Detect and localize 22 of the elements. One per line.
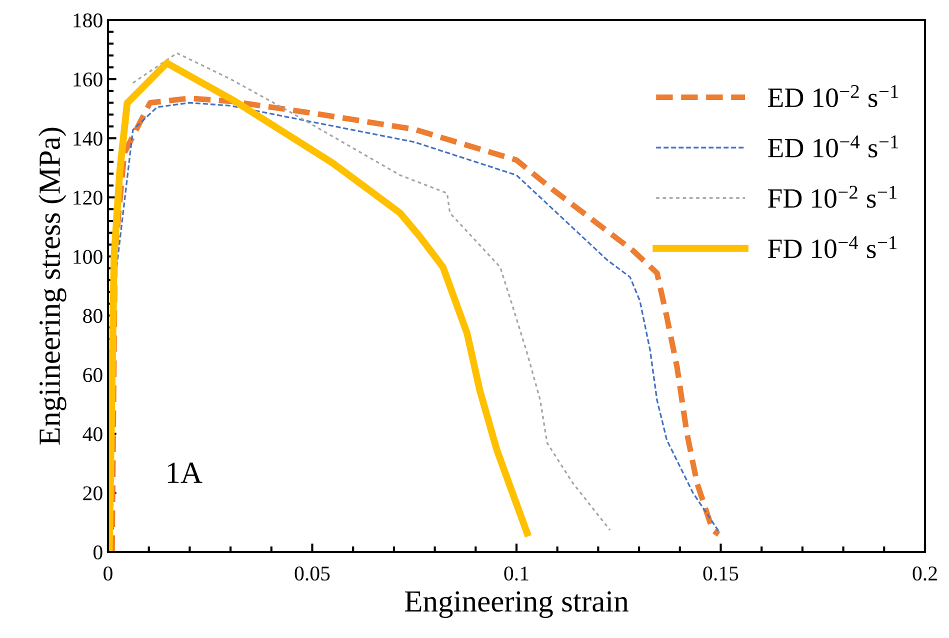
x-tick-label: 0.1 — [504, 566, 528, 581]
legend-label: ED 10$^{−4}$ s$^{−1}$ — [768, 135, 898, 158]
y-tick-label: 40 — [82, 427, 102, 442]
x-tick-label: 0.05 — [294, 566, 330, 581]
x-tick-label: 0.15 — [703, 566, 738, 581]
y-tick-label: 80 — [83, 308, 102, 323]
legend-label: ED 10$^{−2}$ s$^{−1}$ — [768, 85, 898, 108]
y-tick-label: 20 — [83, 486, 102, 500]
y-tick-label: 0 — [94, 545, 102, 560]
annotation: 1A — [168, 462, 202, 483]
y-tick-label: 120 — [74, 190, 102, 205]
y-tick-label: 180 — [74, 13, 102, 28]
y-axis-title: Engiineering stress (MPa) — [38, 128, 66, 445]
legend-label: FD 10$^{−4}$ s$^{−1}$ — [768, 236, 896, 258]
x-tick-label: 0 — [104, 566, 112, 581]
y-tick-label: 60 — [83, 368, 102, 382]
legend-label: FD 10$^{−2}$ s$^{−1}$ — [768, 186, 896, 208]
y-tick-label: 100 — [74, 250, 102, 264]
y-tick-label: 140 — [74, 132, 102, 146]
x-axis-title: Engineering strain — [404, 591, 628, 618]
y-tick-label: 160 — [74, 72, 102, 87]
x-tick-label: 0.2 — [912, 566, 937, 581]
